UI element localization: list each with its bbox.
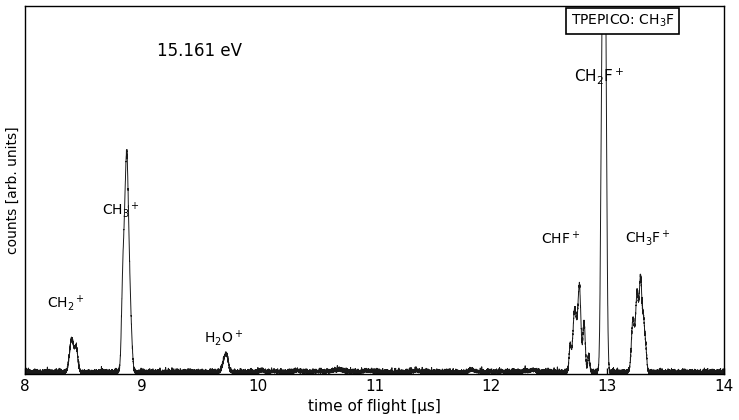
Text: CH$_3$$^+$: CH$_3$$^+$ [102,200,140,220]
Text: 15.161 eV: 15.161 eV [157,42,242,60]
Text: CH$_2$$^+$: CH$_2$$^+$ [47,293,85,312]
Text: TPEPICO: CH$_3$F: TPEPICO: CH$_3$F [571,13,675,29]
Text: H$_2$O$^+$: H$_2$O$^+$ [203,328,242,348]
Y-axis label: counts [arb. units]: counts [arb. units] [6,126,19,254]
Text: CHF$^+$: CHF$^+$ [541,231,580,248]
Text: CH$_2$F$^+$: CH$_2$F$^+$ [574,66,624,86]
Text: CH$_3$F$^+$: CH$_3$F$^+$ [625,228,671,248]
X-axis label: time of flight [μs]: time of flight [μs] [308,399,441,415]
